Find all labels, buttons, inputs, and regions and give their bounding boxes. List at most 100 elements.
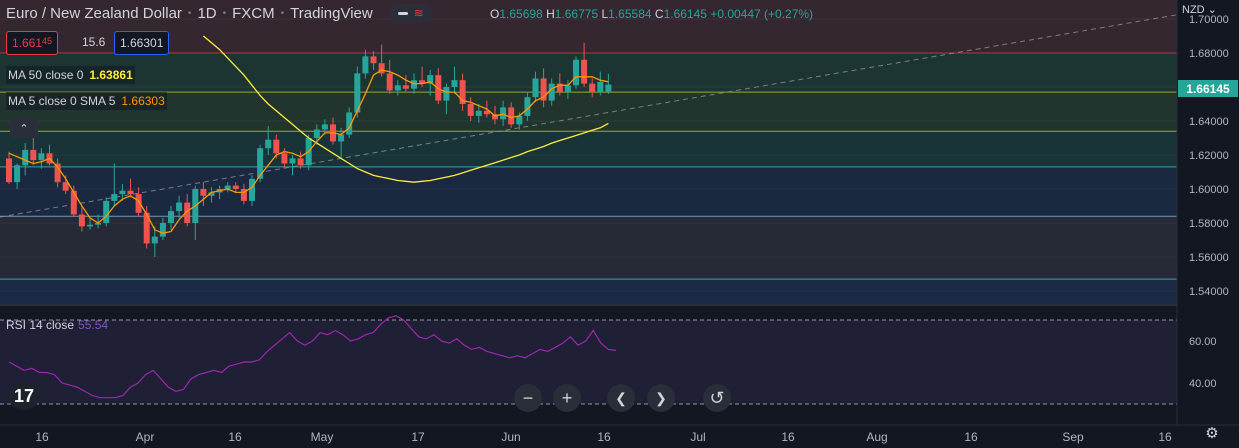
candle xyxy=(6,151,12,184)
candle-body xyxy=(30,149,37,161)
zoom-out-button[interactable]: − xyxy=(514,384,542,412)
time-tick-label: Apr xyxy=(136,430,155,444)
candle-body xyxy=(492,114,498,120)
candle-body xyxy=(338,134,345,142)
candle xyxy=(297,151,304,169)
candle-body xyxy=(362,56,369,74)
candle-body xyxy=(95,223,102,225)
candle-body xyxy=(346,112,353,135)
time-axis[interactable]: 16 Apr 16 May 17 Jun 16 Jul 16 Aug 16 Sep 16 xyxy=(0,424,1239,448)
interval-label[interactable]: 1D xyxy=(197,4,217,22)
candle-body xyxy=(208,192,215,196)
candle xyxy=(224,182,231,193)
last-price-tag: 1.66145 xyxy=(1178,80,1238,97)
ma50-legend[interactable]: MA 50 close 0 1.63861 xyxy=(6,66,135,84)
time-tick-label: 16 xyxy=(781,430,795,444)
candle xyxy=(127,178,134,198)
candle xyxy=(597,71,604,96)
high-value: 1.66775 xyxy=(554,7,599,21)
price-tick-label: 1.54000 xyxy=(1189,286,1229,298)
rsi-background xyxy=(0,305,1177,425)
candle-body xyxy=(78,214,85,227)
candle xyxy=(589,78,596,98)
price-tick-label: 1.64000 xyxy=(1189,116,1229,128)
settings-gear-icon[interactable]: ⚙ xyxy=(1205,425,1219,442)
change-value: +0.00447 (+0.27%) xyxy=(710,7,814,21)
plus-icon: + xyxy=(561,387,573,408)
candle-body xyxy=(605,84,612,93)
time-tick-label: Jul xyxy=(690,430,705,444)
candle xyxy=(265,126,272,155)
candle-body xyxy=(257,148,264,179)
title-separator-1: • xyxy=(187,7,192,19)
time-tick-label: Jun xyxy=(501,430,520,444)
candle xyxy=(159,217,166,240)
candle xyxy=(370,51,377,70)
candle xyxy=(573,56,579,89)
chevron-right-icon: ❯ xyxy=(655,389,667,406)
zone-band xyxy=(0,53,1177,93)
candle-body xyxy=(573,59,579,86)
open-value: 1.65698 xyxy=(499,7,543,21)
sell-price-button[interactable]: 1.66145 xyxy=(6,31,59,55)
candle-body xyxy=(548,83,555,101)
source-label: TradingView xyxy=(290,4,373,22)
candle-body xyxy=(297,158,304,166)
candlestick-series xyxy=(6,42,612,257)
ma5-value: 1.66303 xyxy=(121,94,165,108)
candle-body xyxy=(14,165,21,183)
scroll-right-button[interactable]: ❯ xyxy=(647,384,675,412)
rsi-legend[interactable]: RSI 14 close 55.54 xyxy=(6,318,109,332)
candle xyxy=(338,127,345,159)
candle-body xyxy=(483,110,490,115)
symbol-name[interactable]: Euro / New Zealand Dollar xyxy=(6,4,182,22)
candle-body xyxy=(354,73,361,113)
candle xyxy=(402,75,409,93)
candle-body xyxy=(87,224,93,227)
candle xyxy=(581,42,588,87)
ma5-legend[interactable]: MA 5 close 0 SMA 5 1.66303 xyxy=(6,92,167,110)
time-tick-label: 16 xyxy=(1158,430,1172,444)
candle-body xyxy=(435,75,442,101)
time-tick-label: May xyxy=(311,430,334,444)
zoom-in-button[interactable]: + xyxy=(553,384,581,412)
ohlc-readout: O1.65698 H1.66775 L1.65584 C1.66145 +0.0… xyxy=(490,7,814,21)
time-tick-label: Aug xyxy=(866,430,887,444)
candle-body xyxy=(386,73,393,91)
rsi-tick-label: 40.00 xyxy=(1189,378,1217,390)
candle-body xyxy=(159,223,166,237)
candle-body xyxy=(168,211,174,223)
candle xyxy=(54,158,61,188)
candle xyxy=(78,206,85,232)
candle xyxy=(143,206,150,249)
candle xyxy=(540,68,547,108)
collapse-legend-button[interactable]: ⌃ xyxy=(10,118,38,138)
tradingview-logo-icon[interactable]: 17 xyxy=(8,382,40,410)
price-tick-label: 1.60000 xyxy=(1189,184,1229,196)
zone-band xyxy=(0,0,1177,53)
candle-body xyxy=(103,200,110,223)
time-tick-label: 16 xyxy=(228,430,242,444)
candle-body xyxy=(370,56,377,64)
candle-body xyxy=(6,158,12,183)
reset-chart-button[interactable]: ↺ xyxy=(703,384,731,412)
currency-selector[interactable]: NZD ⌄ xyxy=(1182,4,1217,16)
wave-icon: ≋ xyxy=(413,6,424,20)
candle xyxy=(605,73,612,95)
dashed-trendline xyxy=(0,14,1178,218)
candle-body xyxy=(500,107,507,120)
indicator-toggle-button[interactable]: ≋ xyxy=(388,4,433,22)
candle xyxy=(321,119,328,135)
buy-price-button[interactable]: 1.66301 xyxy=(114,31,170,55)
rsi-band-fill xyxy=(0,320,1177,404)
price-tick-label: 1.58000 xyxy=(1189,218,1229,230)
candle xyxy=(564,80,571,99)
price-axis[interactable]: 1.54000 1.56000 1.58000 1.60000 1.62000 1.640… xyxy=(1176,0,1239,425)
candle-body xyxy=(402,85,409,89)
ma50-value: 1.63861 xyxy=(89,68,133,82)
candle-body xyxy=(143,212,150,244)
time-tick-label: 16 xyxy=(35,430,49,444)
scroll-left-button[interactable]: ❮ xyxy=(607,384,635,412)
title-separator-2: • xyxy=(222,7,227,19)
